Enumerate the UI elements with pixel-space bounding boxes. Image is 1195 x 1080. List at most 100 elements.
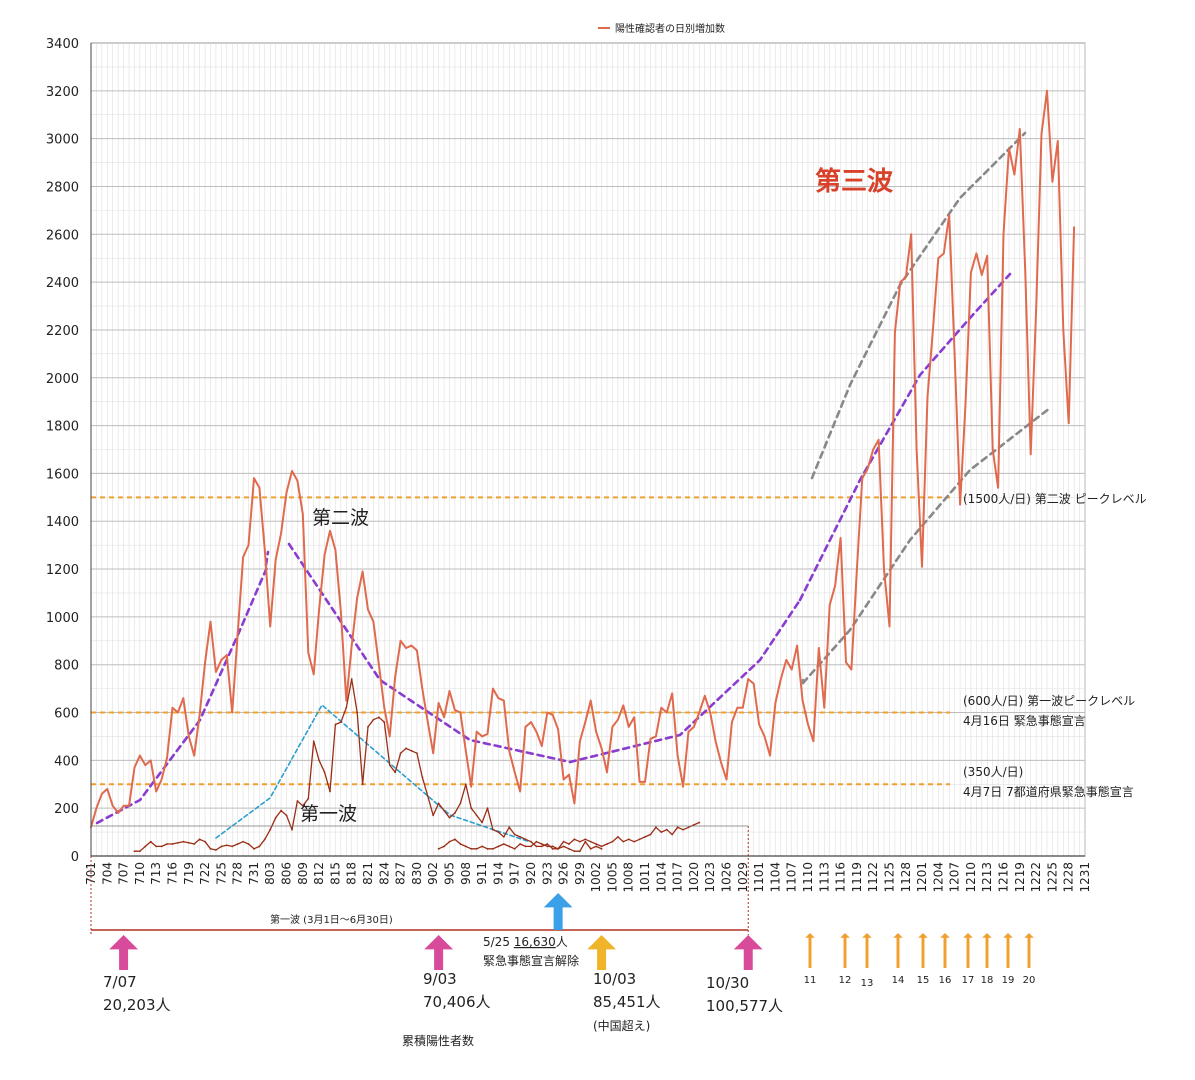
data-point xyxy=(416,649,418,652)
data-point xyxy=(1035,309,1038,312)
data-point xyxy=(399,752,402,755)
small-marker-arrow xyxy=(963,933,973,968)
data-point xyxy=(530,845,532,848)
data-point xyxy=(741,706,744,709)
data-point xyxy=(405,747,407,750)
data-point xyxy=(350,644,353,647)
data-point xyxy=(763,735,766,738)
data-point xyxy=(432,752,435,755)
data-point xyxy=(149,840,152,843)
data-point xyxy=(796,644,799,647)
x-tick-label: 1107 xyxy=(785,862,799,893)
data-point xyxy=(454,812,456,814)
x-tick-label: 911 xyxy=(475,862,489,885)
data-point xyxy=(595,730,598,733)
data-point xyxy=(138,754,141,757)
x-tick-label: 1110 xyxy=(801,862,815,893)
data-point xyxy=(475,814,478,817)
blue-marker-count: 16,630 xyxy=(514,935,556,949)
x-tick-label: 914 xyxy=(491,862,505,885)
trend-curve xyxy=(798,272,1012,602)
x-tick-label: 722 xyxy=(198,862,212,885)
small-marker-label: 14 xyxy=(892,975,905,986)
x-tick-label: 908 xyxy=(459,862,473,885)
small-marker-label: 18 xyxy=(981,975,994,986)
data-point xyxy=(106,788,109,790)
y-tick-label: 1400 xyxy=(46,515,79,530)
data-point xyxy=(671,833,674,836)
data-point xyxy=(725,778,728,781)
y-tick-label: 1600 xyxy=(46,467,79,482)
data-point xyxy=(562,845,565,848)
data-point xyxy=(888,625,891,628)
data-point xyxy=(155,790,158,793)
small-marker-arrow xyxy=(805,933,815,968)
data-point xyxy=(584,721,587,723)
data-point xyxy=(263,549,266,551)
small-marker-label: 16 xyxy=(939,975,952,986)
data-point xyxy=(904,276,907,279)
data-point xyxy=(606,843,608,845)
data-point xyxy=(872,448,875,451)
data-point xyxy=(231,711,234,714)
data-point xyxy=(562,840,565,843)
data-point xyxy=(980,274,983,276)
data-point xyxy=(779,678,782,680)
data-point xyxy=(654,826,657,829)
data-point xyxy=(720,761,722,764)
data-point xyxy=(622,840,625,843)
x-tick-label: 1005 xyxy=(605,862,619,893)
data-point xyxy=(606,771,608,774)
blue-marker-date: 5/25 xyxy=(483,935,514,949)
data-point xyxy=(253,847,255,850)
data-point xyxy=(291,470,293,472)
data-point xyxy=(416,752,418,755)
data-point xyxy=(551,845,554,848)
data-point xyxy=(861,477,864,480)
data-point xyxy=(953,352,956,355)
data-point xyxy=(470,847,473,850)
y-tick-label: 1000 xyxy=(46,611,79,626)
data-point xyxy=(513,847,516,850)
data-point xyxy=(198,838,201,841)
data-point xyxy=(296,800,299,802)
data-point xyxy=(611,840,614,843)
x-tick-label: 827 xyxy=(394,862,408,885)
data-point xyxy=(1062,329,1065,331)
data-point xyxy=(220,659,223,661)
data-point xyxy=(339,721,342,723)
data-point xyxy=(660,706,663,709)
data-point xyxy=(394,771,397,774)
data-point xyxy=(475,730,478,733)
data-point xyxy=(850,668,853,671)
data-point xyxy=(443,716,445,719)
data-point xyxy=(519,790,522,793)
axes: 0 200 400 600 800 1000 1200 1400 1600 1800 2000 220… xyxy=(46,37,1092,893)
x-tick-label: 713 xyxy=(149,862,163,885)
blue-marker-arrow xyxy=(543,893,573,930)
data-point xyxy=(492,828,494,831)
data-point xyxy=(209,847,212,850)
data-point xyxy=(616,718,619,721)
data-point xyxy=(193,843,196,845)
small-marker-arrow xyxy=(840,933,850,968)
data-point xyxy=(627,838,630,841)
data-point xyxy=(307,651,310,654)
y-tick-label: 3400 xyxy=(46,37,79,52)
data-point xyxy=(133,766,136,769)
data-point xyxy=(242,556,244,559)
x-tick-label: 1216 xyxy=(997,862,1011,893)
x-tick-label: 1104 xyxy=(768,862,782,893)
x-tick-label: 1020 xyxy=(687,862,701,893)
data-point xyxy=(682,785,684,788)
data-point xyxy=(372,718,375,721)
data-point xyxy=(410,749,413,752)
data-point xyxy=(263,838,266,841)
x-tick-label: 1204 xyxy=(931,862,945,893)
small-marker-label: 15 xyxy=(917,975,930,986)
data-point xyxy=(975,252,978,255)
data-point xyxy=(497,845,500,848)
data-point xyxy=(323,553,326,556)
data-point xyxy=(921,565,923,568)
data-point xyxy=(540,745,543,747)
